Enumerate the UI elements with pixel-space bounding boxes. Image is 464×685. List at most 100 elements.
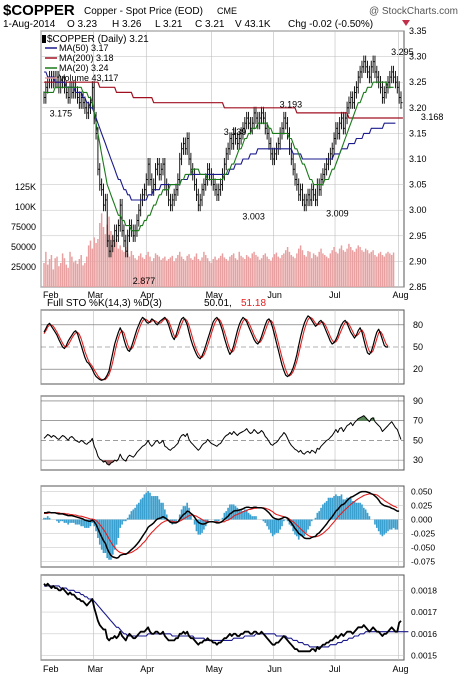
- macd-hist-bar: [374, 519, 376, 525]
- sto-k-value: 50.01,: [204, 298, 232, 309]
- volume-bar: [184, 260, 187, 287]
- volume-bar: [141, 257, 144, 287]
- macd-hist-bar: [124, 519, 127, 522]
- price-legend-item: MA(20) 3.24: [59, 63, 109, 73]
- macd-hist-bar: [82, 519, 84, 527]
- volume-bar: [348, 243, 350, 287]
- macd-hist-bar: [329, 497, 332, 520]
- volume-ytick-label: 50000: [11, 242, 36, 252]
- macd-hist-bar: [104, 519, 107, 554]
- ratio-panel-xtick-label: Mar: [88, 664, 104, 674]
- volume-bar: [76, 263, 79, 287]
- rsi-overbought-fill: [370, 418, 373, 421]
- volume-bar: [158, 256, 161, 287]
- macd-hist-bar: [221, 517, 224, 520]
- macd-hist-bar: [305, 519, 308, 533]
- macd-hist-bar: [43, 517, 45, 520]
- macd-hist-bar: [264, 519, 267, 523]
- macd-hist-bar: [100, 519, 103, 550]
- sto-ytick-label: 80: [413, 320, 423, 330]
- volume-bar: [216, 259, 218, 287]
- volume-bar: [214, 256, 216, 287]
- rsi-oversold-fill: [104, 460, 107, 462]
- rsi-panel: [40, 395, 405, 471]
- volume-bar: [357, 245, 359, 287]
- macd-hist-bar: [375, 519, 378, 528]
- volume-bar: [99, 223, 101, 287]
- volume-bar: [195, 253, 198, 287]
- volume-bar: [314, 255, 317, 287]
- macd-ytick-label: 0.050: [411, 487, 433, 497]
- change-down-icon: [402, 20, 410, 26]
- ratio-panel-xtick-label: Jul: [329, 664, 341, 674]
- macd-hist-bar: [361, 504, 363, 520]
- price-legend-title: $COPPER (Daily) 3.21: [47, 34, 149, 45]
- volume-bar: [106, 224, 108, 287]
- macd-hist-bar: [84, 519, 86, 528]
- volume-bar: [318, 251, 320, 287]
- macd-hist-bar: [281, 519, 283, 527]
- macd-hist-bar: [247, 512, 250, 520]
- macd-hist-bar: [229, 504, 231, 520]
- ratio-panel: [40, 574, 405, 661]
- macd-hist-bar: [225, 511, 228, 520]
- volume-bar: [178, 251, 181, 287]
- volume-bar: [136, 259, 138, 287]
- volume-bar: [48, 259, 51, 287]
- volume-bar: [110, 231, 112, 287]
- price-annotation: 3.193: [280, 99, 303, 109]
- macd-hist-bar: [394, 519, 397, 530]
- volume-bar: [206, 258, 209, 287]
- price-panel-xtick-label: Feb: [43, 290, 59, 300]
- volume-bar: [218, 258, 220, 287]
- price-ytick-label: 3.35: [409, 26, 427, 36]
- macd-hist-bar: [121, 519, 123, 525]
- volume-bar: [160, 259, 162, 287]
- volume-bar: [260, 258, 263, 287]
- volume-bar: [188, 254, 190, 287]
- volume-bar: [296, 253, 298, 287]
- macd-hist-bar: [134, 507, 136, 520]
- volume-bar: [377, 253, 380, 287]
- macd-hist-bar: [178, 514, 181, 520]
- price-ytick-label: 3.20: [409, 103, 427, 113]
- volume-bar: [121, 250, 123, 287]
- macd-hist-bar: [48, 517, 51, 520]
- ohlc-change: Chg -0.02 (-0.50%): [288, 19, 373, 30]
- volume-bar: [364, 248, 367, 287]
- volume-bar: [292, 256, 294, 287]
- rsi-ytick-label: 30: [413, 455, 423, 465]
- macd-hist-bar: [65, 519, 68, 523]
- chart-panels: 3.35 3.30 3.25 3.20 3.15 3.10 3.05 3.00 2.95 2.90…: [11, 26, 443, 674]
- macd-hist-bar: [67, 519, 70, 525]
- macd-hist-bar: [216, 519, 218, 523]
- macd-hist-bar: [251, 516, 254, 520]
- macd-hist-bar: [385, 519, 387, 533]
- macd-hist-bar: [243, 509, 246, 520]
- volume-bar: [58, 266, 60, 287]
- macd-hist-bar: [190, 514, 192, 520]
- volume-bar: [316, 256, 319, 287]
- macd-hist-bar: [331, 497, 334, 520]
- macd-hist-bar: [89, 519, 92, 527]
- macd-hist-bar: [141, 497, 144, 520]
- macd-hist-bar: [162, 502, 164, 520]
- macd-hist-bar: [266, 519, 268, 527]
- volume-bar: [390, 255, 393, 287]
- macd-hist-bar: [165, 514, 168, 520]
- price-legend-item: MA(50) 3.17: [59, 43, 109, 53]
- volume-bar: [74, 260, 77, 287]
- volume-bar: [225, 259, 227, 287]
- volume-bar: [126, 253, 129, 287]
- macd-hist-bar: [335, 494, 337, 520]
- volume-bar: [303, 255, 306, 287]
- macd-hist-bar: [72, 519, 75, 523]
- macd-hist-bar: [234, 506, 237, 520]
- volume-bar: [201, 257, 203, 287]
- price-panel-xtick-label: Jun: [267, 290, 282, 300]
- volume-bar: [363, 251, 365, 287]
- volume-bar: [115, 239, 118, 287]
- price-ytick-label: 2.95: [409, 231, 427, 241]
- volume-bar: [143, 259, 146, 287]
- volume-bar: [152, 258, 155, 287]
